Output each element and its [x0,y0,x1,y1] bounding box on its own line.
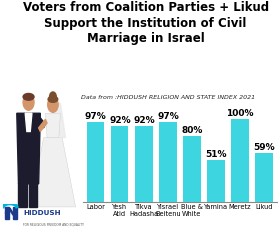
Polygon shape [49,97,66,138]
Bar [13,207,17,219]
Bar [9,207,13,219]
Polygon shape [37,116,45,128]
Circle shape [50,92,56,102]
Polygon shape [9,208,14,215]
Bar [231,119,249,202]
Text: Voters from Coalition Parties + Likud
Support the Institution of Civil
Marriage : Voters from Coalition Parties + Likud Su… [22,1,269,45]
Text: 97%: 97% [157,112,179,121]
Text: FOR RELIGIOUS FREEDOM AND EQUALITY: FOR RELIGIOUS FREEDOM AND EQUALITY [23,222,84,226]
Bar [18,183,27,207]
Bar [5,207,9,219]
Polygon shape [45,113,60,138]
Ellipse shape [48,96,58,102]
Bar [207,160,225,202]
Bar [87,122,104,202]
Text: 80%: 80% [181,126,203,135]
Text: 92%: 92% [109,116,131,125]
Polygon shape [30,138,76,207]
Bar [111,126,129,202]
Ellipse shape [23,93,34,100]
Circle shape [23,94,34,110]
Text: 92%: 92% [133,116,155,125]
Polygon shape [5,212,9,213]
Text: Data from :HIDDUSH RELIGION AND STATE INDEX 2021: Data from :HIDDUSH RELIGION AND STATE IN… [81,95,255,100]
Circle shape [48,97,58,112]
Polygon shape [17,113,40,184]
Polygon shape [25,113,32,132]
Text: 59%: 59% [253,143,275,152]
Text: HIDDUSH: HIDDUSH [23,210,61,216]
Text: 100%: 100% [226,109,254,118]
Text: 97%: 97% [85,112,107,121]
Bar [183,136,200,202]
Polygon shape [39,119,47,132]
Bar [135,126,153,202]
Bar [255,153,273,202]
Bar [159,122,176,202]
Bar [29,183,37,207]
Text: 51%: 51% [205,150,227,159]
